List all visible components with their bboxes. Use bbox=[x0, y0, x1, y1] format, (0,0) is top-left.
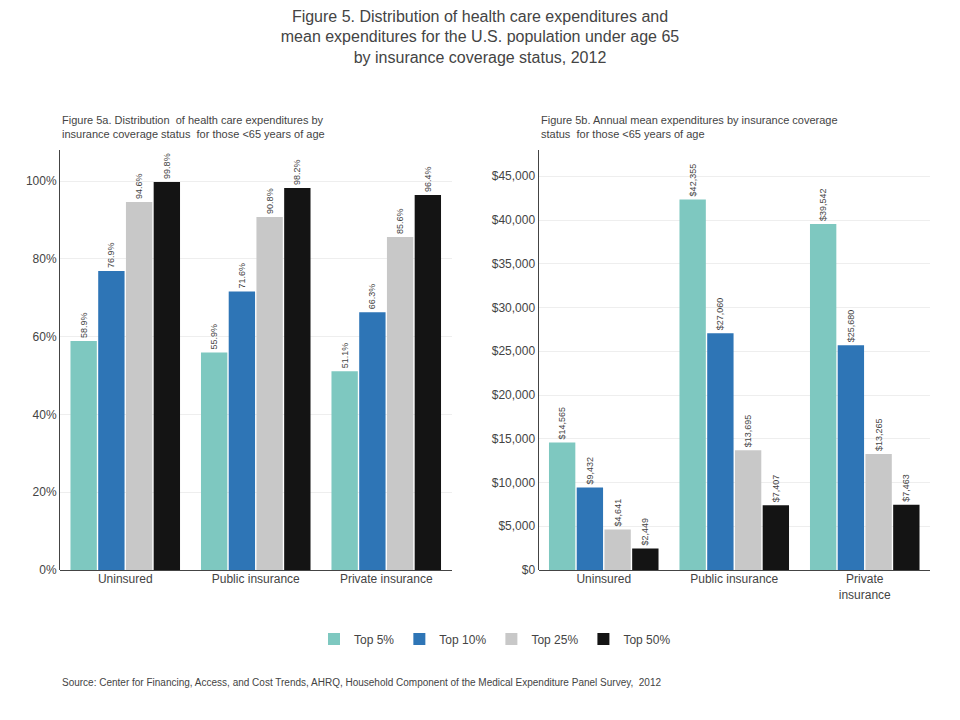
svg-text:Figure 5a. Distribution of he: Figure 5a. Distribution of health care e… bbox=[62, 114, 325, 140]
svg-text:$25,680: $25,680 bbox=[846, 310, 856, 343]
svg-text:Public insurance: Public insurance bbox=[212, 572, 300, 586]
svg-text:$25,000: $25,000 bbox=[492, 344, 536, 358]
svg-text:$7,463: $7,463 bbox=[901, 474, 911, 502]
svg-text:$35,000: $35,000 bbox=[492, 257, 536, 271]
svg-text:$45,000: $45,000 bbox=[492, 169, 536, 183]
svg-text:76.9%: 76.9% bbox=[106, 242, 116, 268]
svg-text:51.1%: 51.1% bbox=[340, 343, 350, 369]
svg-text:20%: 20% bbox=[33, 485, 57, 499]
svg-text:Top 10%: Top 10% bbox=[439, 633, 486, 647]
svg-text:Figure 5b. Annual mean expendi: Figure 5b. Annual mean expenditures by i… bbox=[541, 114, 838, 140]
svg-text:$9,432: $9,432 bbox=[585, 457, 595, 485]
svg-text:$5,000: $5,000 bbox=[498, 519, 535, 533]
svg-text:Private insurance: Private insurance bbox=[340, 572, 433, 586]
svg-text:55.9%: 55.9% bbox=[209, 324, 219, 350]
svg-text:$40,000: $40,000 bbox=[492, 213, 536, 227]
svg-text:90.8%: 90.8% bbox=[265, 188, 275, 214]
svg-text:Source: Center for Financing,: Source: Center for Financing, Access, an… bbox=[62, 677, 661, 688]
svg-text:$7,407: $7,407 bbox=[771, 475, 781, 503]
svg-text:$30,000: $30,000 bbox=[492, 301, 536, 315]
svg-text:100%: 100% bbox=[26, 174, 57, 188]
svg-text:$27,060: $27,060 bbox=[715, 298, 725, 331]
svg-text:$14,565: $14,565 bbox=[557, 407, 567, 440]
svg-text:98.2%: 98.2% bbox=[292, 160, 302, 186]
svg-text:$13,265: $13,265 bbox=[874, 418, 884, 451]
svg-text:0%: 0% bbox=[39, 563, 57, 577]
svg-text:85.6%: 85.6% bbox=[395, 209, 405, 235]
svg-text:Top 50%: Top 50% bbox=[623, 633, 670, 647]
svg-text:96.4%: 96.4% bbox=[423, 167, 433, 193]
svg-text:$15,000: $15,000 bbox=[492, 432, 536, 446]
svg-text:66.3%: 66.3% bbox=[367, 284, 377, 310]
svg-text:$39,542: $39,542 bbox=[818, 188, 828, 221]
svg-text:99.8%: 99.8% bbox=[162, 153, 172, 179]
svg-text:60%: 60% bbox=[33, 330, 57, 344]
svg-text:$20,000: $20,000 bbox=[492, 388, 536, 402]
svg-text:71.6%: 71.6% bbox=[237, 263, 247, 289]
svg-text:Figure 5. Distribution of heal: Figure 5. Distribution of health care ex… bbox=[281, 8, 680, 67]
svg-text:Uninsured: Uninsured bbox=[98, 572, 153, 586]
svg-text:94.6%: 94.6% bbox=[134, 174, 144, 200]
svg-text:Public insurance: Public insurance bbox=[690, 572, 778, 586]
svg-text:Top 25%: Top 25% bbox=[531, 633, 578, 647]
svg-text:Top 5%: Top 5% bbox=[354, 633, 394, 647]
svg-text:Privateinsurance: Privateinsurance bbox=[839, 572, 891, 602]
svg-text:$42,355: $42,355 bbox=[688, 164, 698, 197]
svg-text:$4,641: $4,641 bbox=[613, 499, 623, 527]
svg-text:58.9%: 58.9% bbox=[79, 312, 89, 338]
svg-text:Uninsured: Uninsured bbox=[576, 572, 631, 586]
svg-text:$10,000: $10,000 bbox=[492, 476, 536, 490]
svg-text:$0: $0 bbox=[522, 563, 536, 577]
svg-text:40%: 40% bbox=[33, 408, 57, 422]
svg-text:$2,449: $2,449 bbox=[640, 518, 650, 546]
svg-text:80%: 80% bbox=[33, 252, 57, 266]
svg-text:$13,695: $13,695 bbox=[743, 415, 753, 448]
